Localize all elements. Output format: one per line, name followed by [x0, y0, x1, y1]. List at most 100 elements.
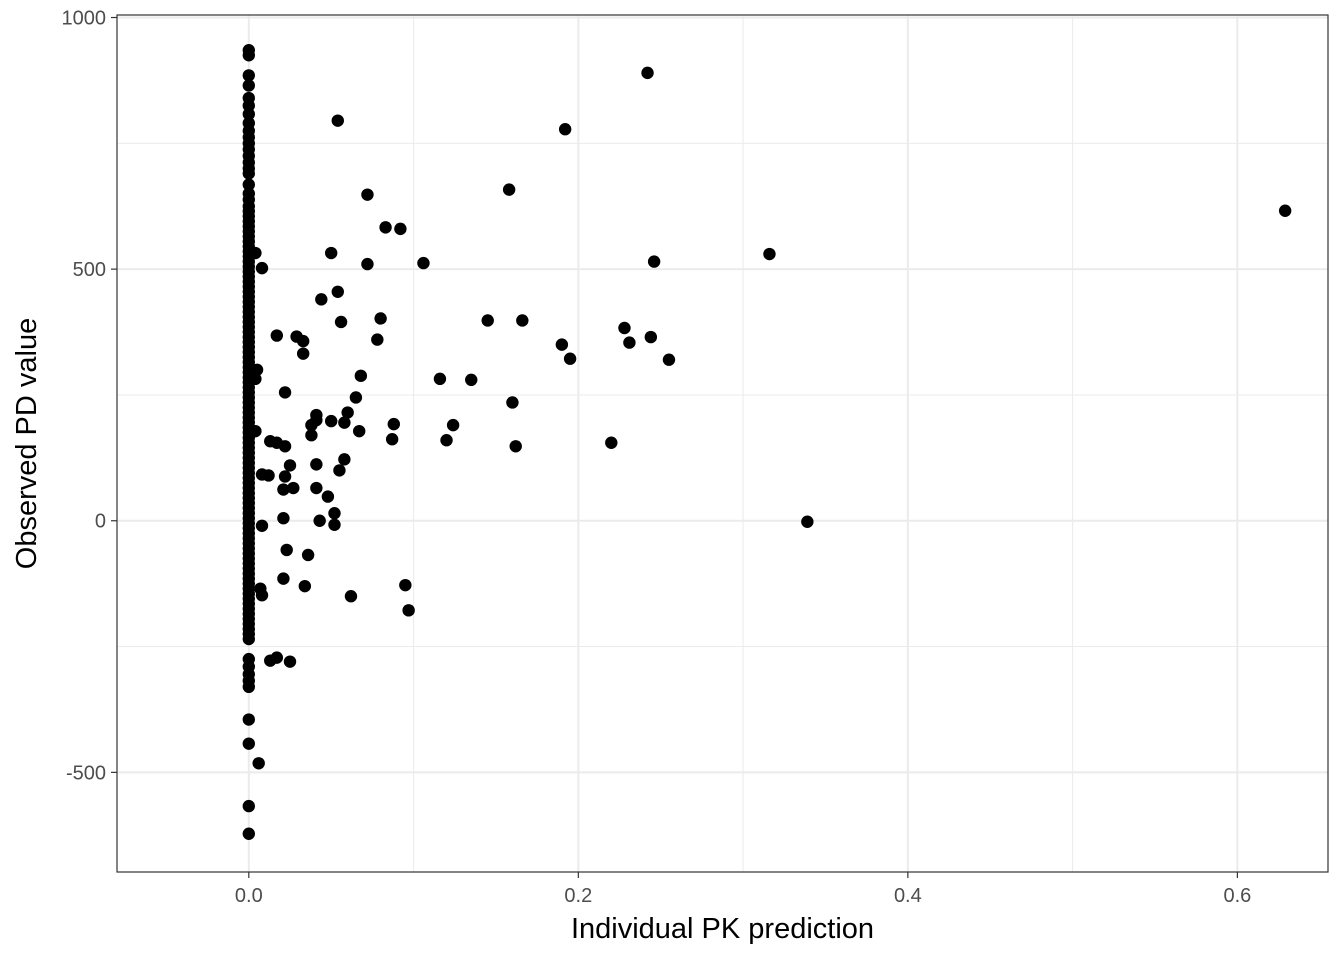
data-point: [353, 424, 366, 438]
data-point: [255, 589, 269, 602]
data-point: [270, 329, 284, 342]
panel-background: [117, 15, 1328, 872]
data-point: [563, 352, 577, 365]
data-point: [242, 69, 256, 82]
data-point: [374, 312, 387, 325]
data-point: [324, 246, 338, 260]
data-point: [502, 183, 516, 196]
data-point: [310, 481, 323, 495]
data-point: [509, 440, 522, 453]
data-point: [446, 418, 460, 432]
data-point: [647, 255, 661, 268]
data-point: [644, 330, 658, 344]
data-point: [242, 827, 256, 840]
data-point: [242, 178, 256, 191]
data-point: [277, 483, 290, 496]
data-point: [331, 114, 344, 127]
data-point: [402, 604, 415, 617]
data-point: [328, 506, 341, 520]
y-tick-label: 1000: [62, 8, 107, 30]
x-tick-label: 0.6: [1223, 885, 1251, 907]
data-point: [252, 757, 265, 770]
data-point: [361, 188, 374, 201]
data-point: [287, 481, 300, 495]
data-point: [371, 333, 384, 346]
data-point: [338, 453, 351, 466]
data-point: [242, 107, 256, 121]
data-point: [662, 353, 676, 366]
x-tick-label: 0.4: [894, 885, 922, 907]
data-point: [465, 373, 478, 387]
data-points: [242, 44, 1292, 840]
data-point: [283, 459, 297, 472]
data-point: [313, 514, 326, 527]
data-point: [283, 655, 297, 668]
x-axis: 0.0 0.2 0.4 0.6: [235, 872, 1251, 907]
data-point: [249, 424, 262, 438]
data-point: [334, 315, 348, 329]
data-point: [249, 246, 262, 260]
data-point: [298, 579, 312, 593]
data-point: [280, 543, 293, 557]
data-point: [278, 386, 292, 399]
data-point: [277, 512, 290, 525]
y-tick-label: 500: [73, 259, 106, 281]
data-point: [801, 515, 814, 528]
data-point: [242, 79, 256, 92]
data-point: [262, 469, 275, 482]
data-point: [270, 651, 284, 664]
data-point: [310, 413, 323, 427]
data-point: [354, 369, 368, 383]
data-point: [278, 440, 292, 453]
data-point: [618, 321, 631, 335]
data-point: [361, 257, 374, 271]
data-point: [385, 433, 399, 446]
panel-border: [116, 14, 1329, 873]
data-point: [558, 123, 572, 136]
data-point: [310, 458, 323, 471]
data-point: [242, 799, 256, 813]
y-tick-label: 0: [95, 511, 106, 533]
data-point: [321, 490, 335, 503]
data-point: [641, 66, 654, 80]
data-point: [341, 406, 354, 419]
data-point: [296, 334, 310, 348]
data-point: [605, 436, 618, 449]
data-point: [328, 518, 341, 531]
data-point: [1278, 204, 1292, 217]
data-point: [440, 434, 453, 447]
data-point: [277, 572, 290, 585]
x-axis-title: Individual PK prediction: [571, 913, 874, 945]
data-point: [301, 548, 315, 562]
data-point: [399, 578, 412, 592]
data-point: [417, 256, 430, 270]
data-point: [305, 428, 318, 442]
data-point: [242, 99, 256, 112]
y-axis: -500 0 500 1000: [62, 8, 117, 784]
data-point: [242, 737, 256, 750]
data-point: [623, 336, 636, 349]
data-point: [278, 470, 292, 483]
data-point: [315, 293, 328, 306]
data-point: [481, 314, 494, 327]
data-point: [349, 391, 363, 404]
data-point: [296, 347, 310, 360]
data-point: [516, 314, 529, 327]
data-point: [763, 247, 776, 261]
data-point: [387, 417, 400, 431]
data-point: [242, 713, 256, 726]
data-point: [242, 167, 256, 180]
data-point: [255, 261, 269, 275]
data-point: [394, 222, 407, 236]
data-point: [379, 221, 392, 234]
data-point: [324, 414, 338, 428]
data-point: [255, 519, 269, 532]
data-point: [331, 285, 344, 298]
data-point: [555, 338, 569, 351]
data-point: [242, 680, 256, 694]
data-point: [249, 372, 262, 386]
x-tick-label: 0.2: [564, 885, 592, 907]
data-point: [242, 49, 256, 62]
data-point: [433, 372, 447, 386]
